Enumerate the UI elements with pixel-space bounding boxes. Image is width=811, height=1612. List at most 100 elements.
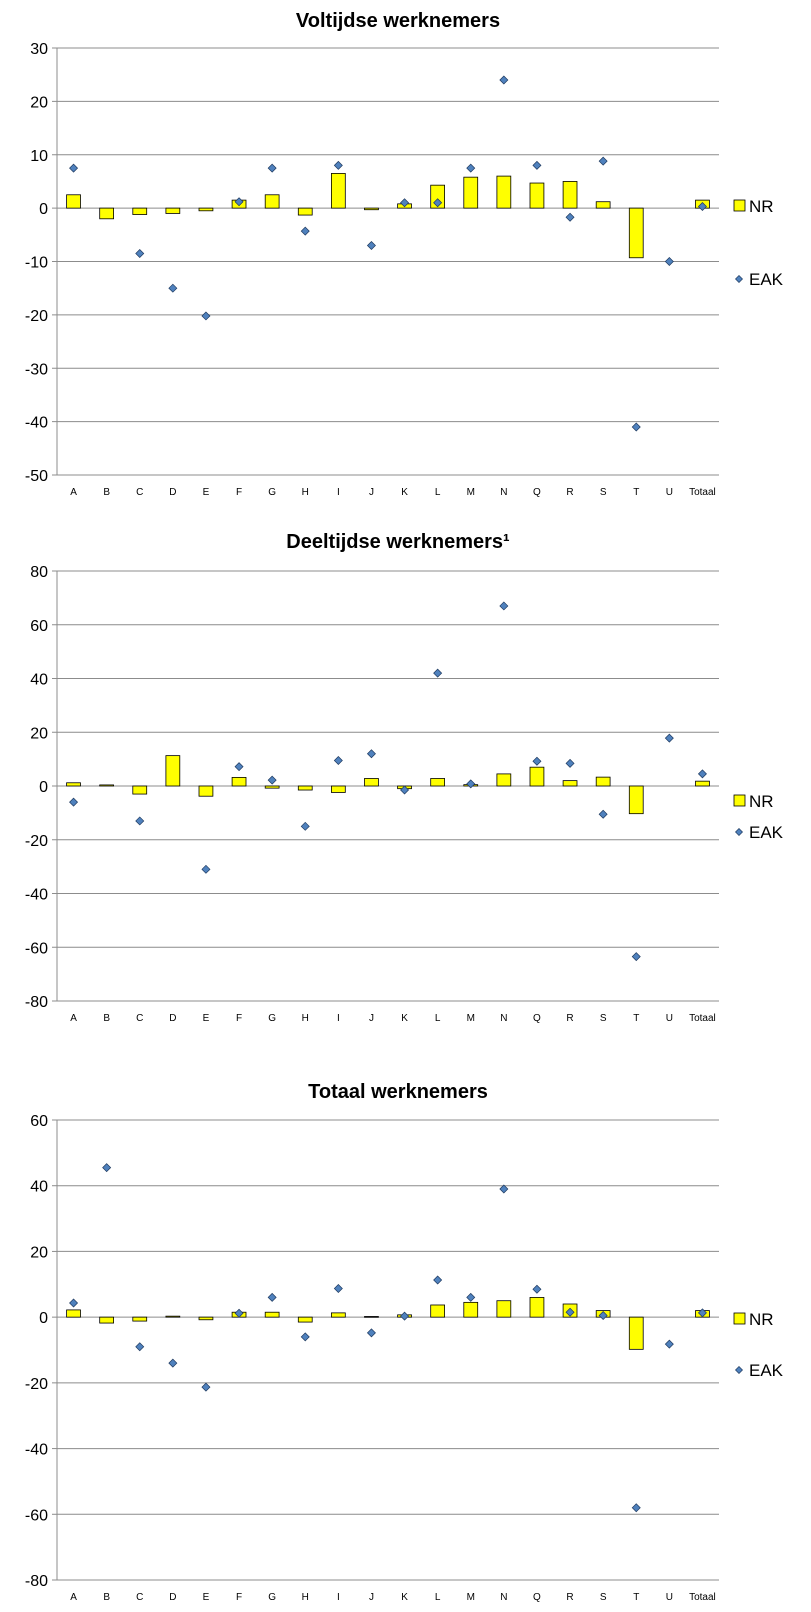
- point-eak: [267, 775, 277, 785]
- point-eak: [598, 156, 608, 166]
- point-eak: [234, 1308, 244, 1318]
- point-eak: [102, 1163, 112, 1173]
- bar-nr: [364, 778, 379, 787]
- x-tick-label: K: [401, 487, 408, 498]
- bar-nr: [198, 785, 214, 797]
- point-eak: [135, 248, 145, 258]
- point-eak: [168, 283, 178, 293]
- y-tick-label: 20: [30, 725, 48, 742]
- x-tick-label: F: [236, 1592, 242, 1603]
- y-tick-label: 10: [30, 148, 48, 165]
- point-eak: [201, 311, 211, 321]
- point-eak: [697, 202, 707, 212]
- point-eak: [201, 1382, 211, 1392]
- point-eak: [366, 749, 376, 759]
- bar-nr: [595, 776, 611, 787]
- legend-swatch-nr: [733, 794, 746, 807]
- x-tick-label: E: [203, 1592, 210, 1603]
- x-tick-label: U: [666, 487, 673, 498]
- bar-nr: [695, 780, 710, 787]
- x-tick-label: Totaal: [689, 487, 716, 498]
- legend-label-nr: NR: [749, 792, 774, 811]
- y-tick-label: 20: [30, 1244, 48, 1261]
- y-tick-label: -20: [25, 1376, 48, 1393]
- x-tick-label: D: [169, 1592, 176, 1603]
- y-tick-label: -10: [25, 255, 48, 272]
- point-eak: [300, 821, 310, 831]
- point-eak: [697, 769, 707, 779]
- legend-label-eak: EAK: [749, 1361, 784, 1380]
- chart-title: Totaal werknemers: [308, 1081, 488, 1103]
- y-tick-label: 0: [39, 201, 48, 218]
- point-eak: [366, 1328, 376, 1338]
- bar-nr: [264, 785, 280, 789]
- bar-nr: [198, 1316, 214, 1321]
- bar-nr: [99, 207, 115, 220]
- y-tick-label: -30: [25, 361, 48, 378]
- x-tick-label: M: [467, 1013, 475, 1024]
- x-tick-label: F: [236, 487, 242, 498]
- point-eak: [333, 1284, 343, 1294]
- y-tick-label: 60: [30, 1113, 48, 1130]
- point-eak: [499, 601, 509, 611]
- bar-nr: [132, 1316, 148, 1322]
- y-tick-label: -80: [25, 994, 48, 1011]
- y-tick-label: 0: [39, 779, 48, 796]
- x-tick-label: T: [633, 1592, 639, 1603]
- bar-nr: [330, 1312, 346, 1318]
- x-tick-label: T: [633, 1013, 639, 1024]
- point-eak: [135, 1342, 145, 1352]
- legend-label-nr: NR: [749, 197, 774, 216]
- bar-nr: [264, 194, 280, 209]
- bar-nr: [430, 1304, 446, 1318]
- point-eak: [69, 163, 79, 173]
- bar-nr: [165, 207, 181, 214]
- x-tick-label: Totaal: [689, 1013, 716, 1024]
- bar-nr: [529, 182, 545, 209]
- x-tick-label: H: [302, 1592, 309, 1603]
- x-tick-label: A: [70, 487, 77, 498]
- x-tick-label: F: [236, 1013, 242, 1024]
- x-tick-label: H: [302, 1013, 309, 1024]
- bar-nr: [330, 173, 346, 209]
- x-tick-label: G: [268, 1592, 276, 1603]
- point-eak: [433, 198, 443, 208]
- bar-nr: [496, 1300, 512, 1318]
- bar-nr: [463, 1301, 479, 1318]
- x-tick-label: G: [268, 1013, 276, 1024]
- bar-nr: [66, 194, 81, 209]
- x-tick-label: E: [203, 1013, 210, 1024]
- bar-nr: [529, 766, 545, 787]
- bar-nr: [132, 207, 148, 215]
- point-eak: [267, 1292, 277, 1302]
- y-tick-label: 40: [30, 1179, 48, 1196]
- x-tick-label: N: [500, 487, 507, 498]
- x-tick-label: N: [500, 1592, 507, 1603]
- point-eak: [697, 1308, 707, 1318]
- point-eak: [631, 1503, 641, 1513]
- legend-swatch-eak: [735, 275, 743, 283]
- x-tick-label: N: [500, 1013, 507, 1024]
- point-eak: [532, 756, 542, 766]
- x-tick-label: Q: [533, 1013, 541, 1024]
- point-eak: [532, 1284, 542, 1294]
- x-tick-label: K: [401, 1013, 408, 1024]
- bar-nr: [66, 1309, 81, 1318]
- x-tick-label: T: [633, 487, 639, 498]
- chart-svg: Totaal werknemers 60 40 20 0 -20 -40 -60 -80 A B C D…: [25, 1081, 784, 1603]
- point-eak: [69, 797, 79, 807]
- point-eak: [499, 75, 509, 85]
- bar-nr: [562, 181, 578, 209]
- x-tick-label: I: [337, 487, 340, 498]
- legend-swatch-nr: [733, 1312, 746, 1325]
- y-tick-label: 0: [39, 1310, 48, 1327]
- y-tick-label: -80: [25, 1573, 48, 1590]
- bar-nr: [330, 785, 346, 793]
- bar-nr: [463, 176, 479, 209]
- point-eak: [433, 1275, 443, 1285]
- bar-nr: [198, 207, 214, 212]
- y-tick-label: -60: [25, 940, 48, 957]
- x-tick-label: G: [268, 487, 276, 498]
- chart-totaal-werknemers: Totaal werknemers 60 40 20 0 -20 -40 -60 -80 A B C D…: [0, 1072, 811, 1612]
- x-tick-label: A: [70, 1013, 77, 1024]
